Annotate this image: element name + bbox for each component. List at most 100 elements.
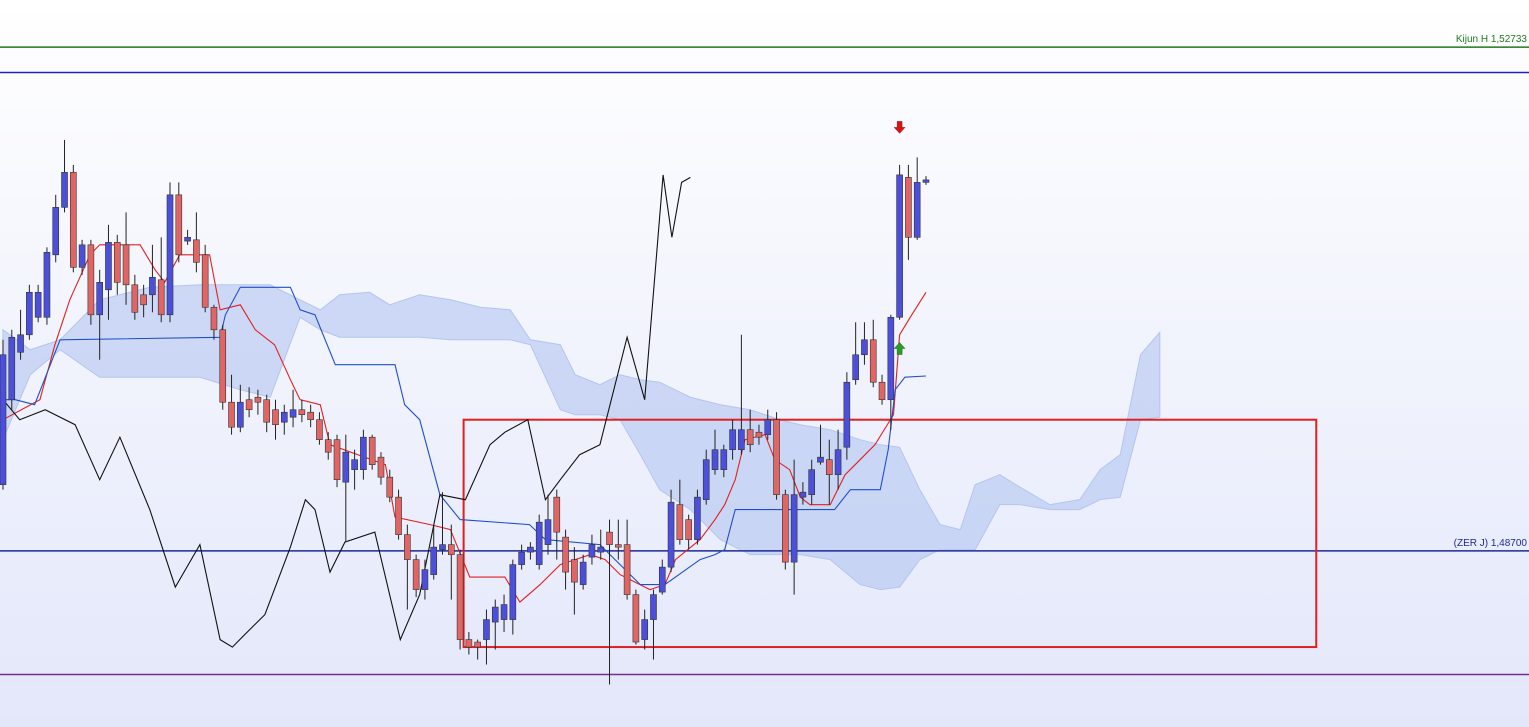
- candle-body: [421, 569, 429, 590]
- candle-body: [500, 604, 508, 620]
- level-label: (ZER J) 1,48700: [1454, 538, 1528, 549]
- candle-body: [34, 291, 42, 318]
- candle-body: [922, 179, 930, 183]
- candle-body: [474, 641, 481, 648]
- candle-body: [606, 531, 613, 545]
- candle-body: [685, 519, 692, 540]
- candle-body: [571, 559, 578, 583]
- candle-body: [395, 496, 402, 535]
- candle-body: [887, 316, 895, 401]
- candle-body: [878, 381, 886, 401]
- candle-body: [219, 329, 227, 403]
- candle-body: [456, 554, 464, 640]
- candle-body: [755, 431, 763, 438]
- candle-body: [720, 449, 728, 470]
- candle-body: [852, 354, 859, 381]
- candle-body: [342, 451, 350, 483]
- candle-body: [316, 419, 323, 440]
- candle-body: [615, 544, 622, 548]
- candle-body: [386, 476, 394, 498]
- candle-body: [465, 639, 473, 648]
- candle-body: [272, 409, 279, 426]
- candle-body: [0, 354, 7, 485]
- indicator-line: [2, 174, 691, 648]
- candle-body: [579, 561, 587, 585]
- candle-body: [61, 172, 68, 208]
- candle-body: [439, 544, 446, 550]
- candle-body: [96, 282, 103, 316]
- candle-body: [447, 544, 455, 555]
- candle-body: [78, 244, 86, 268]
- indicator-line: [3, 286, 927, 586]
- candle-body: [351, 459, 358, 470]
- candle-body: [518, 551, 525, 565]
- candle-body: [43, 252, 51, 318]
- candle-body: [324, 439, 332, 453]
- candle-body: [896, 174, 903, 318]
- candle-body: [491, 606, 499, 623]
- candle-body: [70, 172, 77, 268]
- candle-body: [131, 284, 139, 313]
- candle-body: [527, 546, 534, 553]
- candle-body: [764, 419, 772, 436]
- candle-body: [808, 469, 816, 495]
- candle-body: [861, 339, 868, 356]
- candle-body: [711, 449, 719, 470]
- candle-body: [729, 429, 736, 450]
- candle-body: [746, 429, 754, 445]
- candle-body: [87, 244, 95, 316]
- candle-body: [298, 409, 306, 416]
- candle-body: [52, 207, 60, 256]
- candle-body: [623, 544, 631, 595]
- candle-body: [588, 544, 596, 558]
- level-label: Kijun H 1,52733: [1456, 34, 1528, 45]
- candle-body: [184, 237, 191, 242]
- candle-body: [149, 277, 156, 296]
- candle-body: [483, 619, 490, 640]
- candle-body: [702, 459, 710, 500]
- candle-body: [333, 439, 341, 480]
- candle-body: [553, 496, 561, 533]
- candle-body: [360, 436, 367, 470]
- candle-body: [790, 494, 798, 563]
- candle-body: [113, 242, 121, 283]
- candle-body: [562, 536, 569, 573]
- candle-body: [404, 534, 411, 560]
- candle-body: [245, 399, 253, 411]
- candle-body: [122, 244, 130, 286]
- candle-body: [201, 254, 209, 308]
- candle-body: [825, 459, 833, 475]
- candle-body: [228, 401, 235, 428]
- candle-body: [817, 456, 824, 463]
- ichimoku-cloud: [2, 284, 1161, 591]
- candle-body: [641, 619, 648, 640]
- candle-body: [140, 294, 147, 306]
- candle-body: [412, 559, 420, 590]
- candle-body: [377, 456, 385, 478]
- signal-arrow: [893, 121, 906, 134]
- candle-body: [368, 436, 376, 465]
- candle-body: [193, 239, 200, 263]
- candle-body: [843, 381, 851, 448]
- signal-arrow: [893, 342, 906, 355]
- candle-body: [799, 491, 807, 498]
- candle-body: [694, 496, 701, 540]
- candle-body: [773, 419, 780, 495]
- candle-body: [658, 566, 666, 593]
- candle-body: [210, 306, 218, 331]
- candle-body: [237, 401, 244, 428]
- candle-body: [782, 494, 789, 563]
- candle-body: [676, 504, 684, 540]
- candle-body: [280, 411, 288, 423]
- candle-body: [869, 339, 877, 383]
- candle-body: [667, 501, 675, 568]
- candle-body: [26, 291, 33, 336]
- candle-body: [166, 194, 174, 316]
- candle-body: [597, 546, 605, 553]
- candle-body: [157, 279, 165, 316]
- candle-body: [8, 336, 16, 401]
- candle-body: [509, 564, 517, 620]
- candle-body: [307, 411, 314, 421]
- candle-body: [738, 429, 745, 450]
